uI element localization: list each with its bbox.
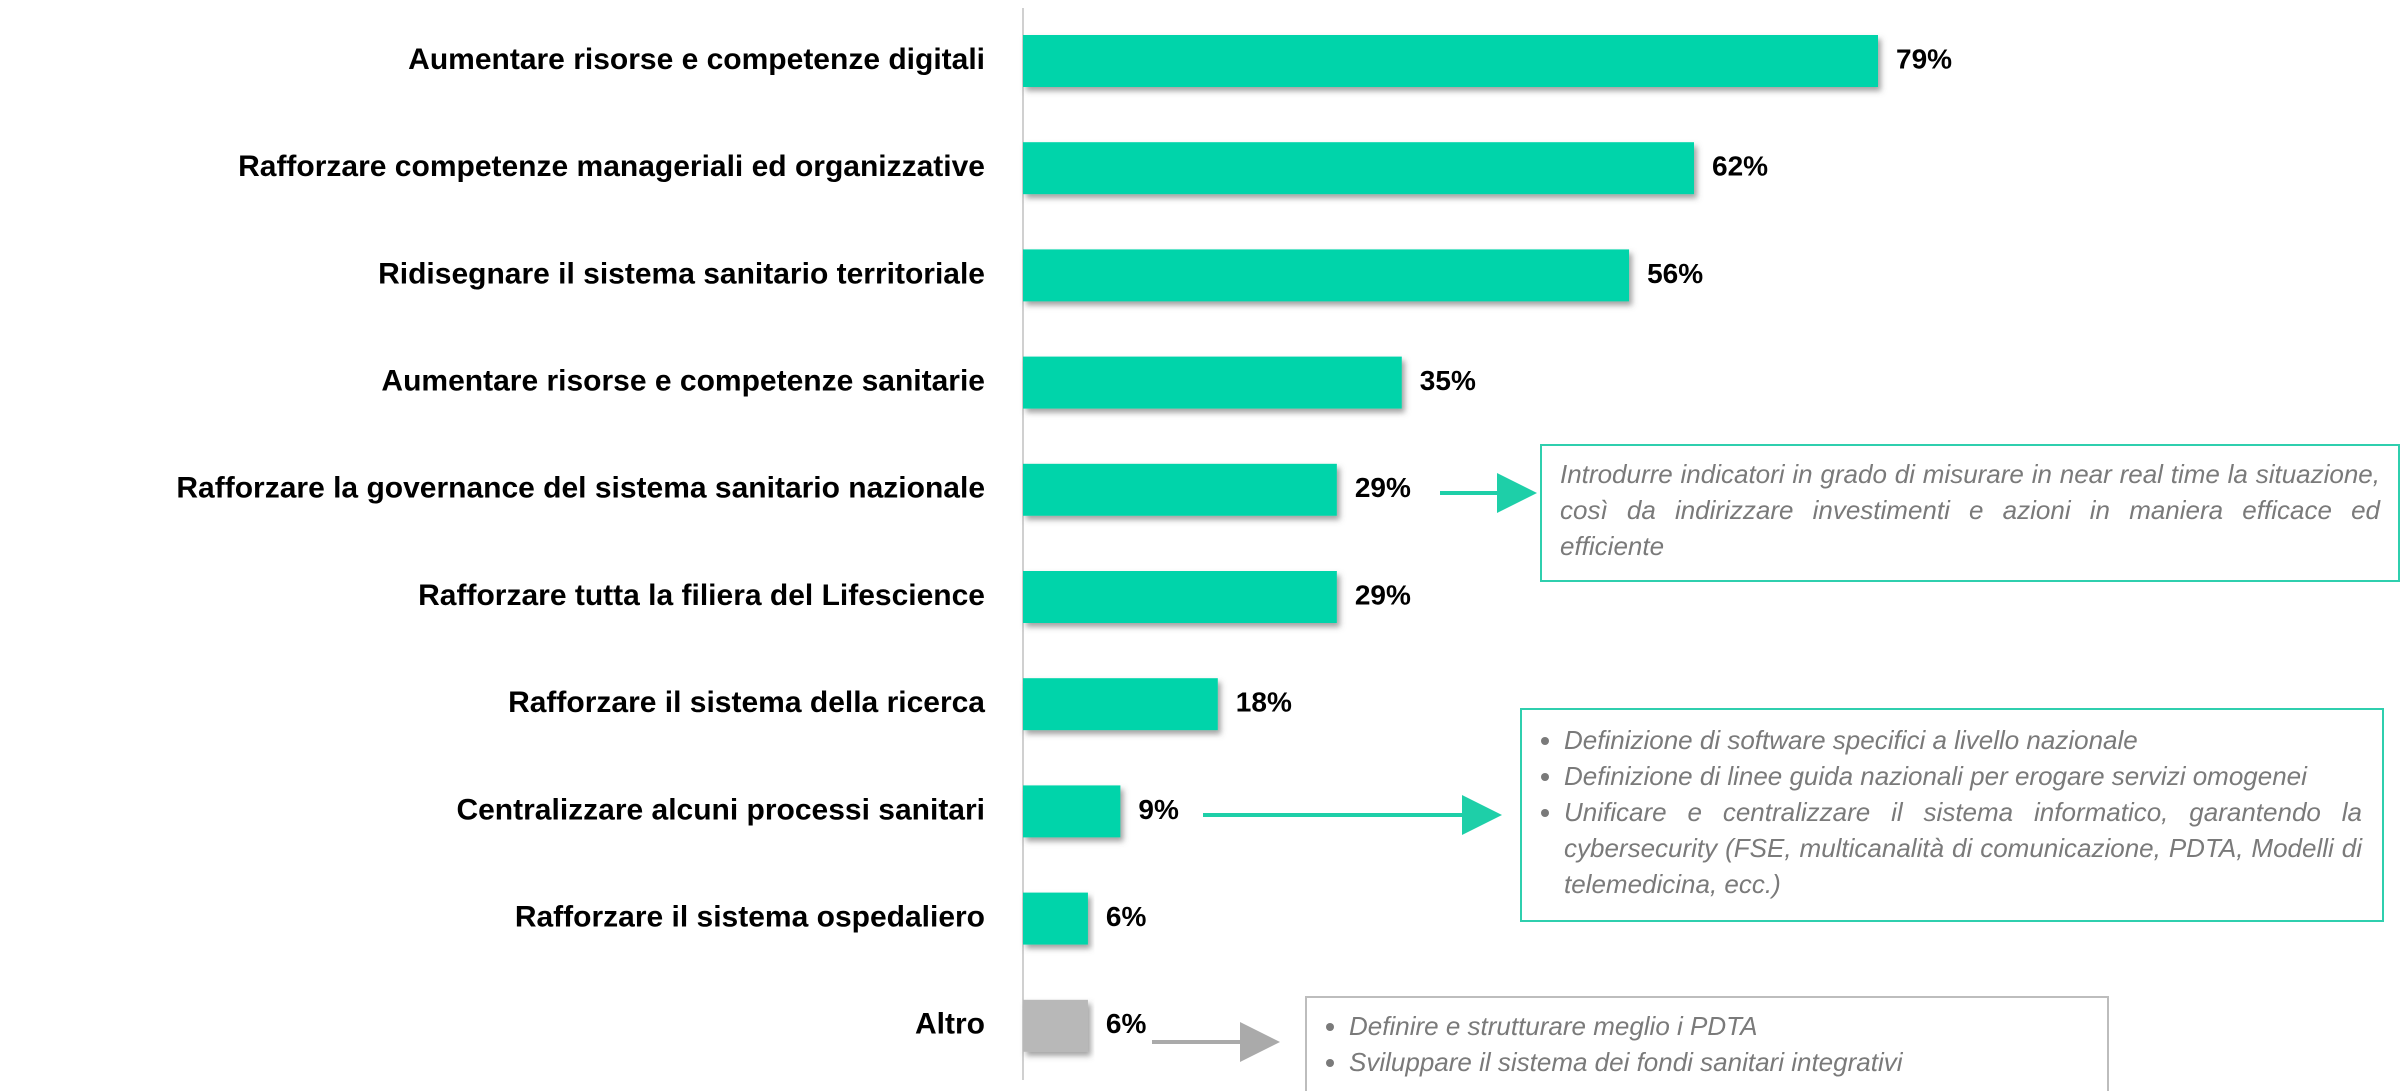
bar — [1023, 571, 1337, 623]
bar — [1023, 999, 1088, 1052]
bar — [1023, 678, 1218, 731]
annotation-box: Introdurre indicatori in grado di misura… — [1540, 444, 2400, 582]
value-label: 18% — [1236, 687, 1292, 718]
category-label: Rafforzare il sistema della ricerca — [508, 686, 985, 719]
value-label: 79% — [1896, 43, 1952, 74]
annotation-item: Definire e strutturare meglio i PDTA — [1349, 1008, 2087, 1044]
annotation-box: Definire e strutturare meglio i PDTA Svi… — [1305, 996, 2109, 1091]
annotation-list: Definizione di software specifici a live… — [1530, 722, 2362, 902]
category-label: Centralizzare alcuni processi sanitari — [456, 793, 985, 826]
bar — [1023, 35, 1878, 87]
value-label: 35% — [1420, 365, 1476, 396]
bar — [1023, 356, 1402, 409]
bars: Aumentare risorse e competenze digitali 7… — [176, 35, 1952, 1052]
bar — [1023, 142, 1695, 195]
value-label: 29% — [1355, 472, 1411, 503]
category-label: Rafforzare competenze manageriali ed org… — [238, 150, 985, 183]
annotation-item: Unificare e centralizzare il sistema inf… — [1564, 794, 2362, 902]
annotation-item: Definizione di linee guida nazionali per… — [1564, 758, 2362, 794]
annotation-box: Definizione di software specifici a live… — [1520, 708, 2384, 922]
annotation-item: Definizione di software specifici a live… — [1564, 722, 2362, 758]
category-label: Rafforzare tutta la filiera del Lifescie… — [418, 579, 985, 612]
bar — [1023, 249, 1630, 302]
value-label: 9% — [1138, 794, 1179, 825]
category-label: Rafforzare il sistema ospedaliero — [515, 901, 985, 934]
value-label: 6% — [1106, 901, 1147, 932]
value-label: 62% — [1712, 151, 1768, 182]
bar — [1023, 785, 1121, 838]
category-label: Ridisegnare il sistema sanitario territo… — [378, 257, 985, 290]
category-label: Rafforzare la governance del sistema san… — [176, 472, 985, 505]
category-label: Aumentare risorse e competenze sanitarie — [381, 365, 985, 398]
value-label: 29% — [1355, 579, 1411, 610]
value-label: 6% — [1106, 1008, 1147, 1039]
annotation-list: Definire e strutturare meglio i PDTA Svi… — [1315, 1008, 2087, 1080]
annotation-item: Sviluppare il sistema dei fondi sanitari… — [1349, 1044, 2087, 1080]
category-label: Aumentare risorse e competenze digitali — [408, 43, 985, 76]
value-label: 56% — [1647, 258, 1703, 289]
bar — [1023, 892, 1088, 945]
bar — [1023, 463, 1337, 516]
category-label: Altro — [915, 1008, 985, 1041]
